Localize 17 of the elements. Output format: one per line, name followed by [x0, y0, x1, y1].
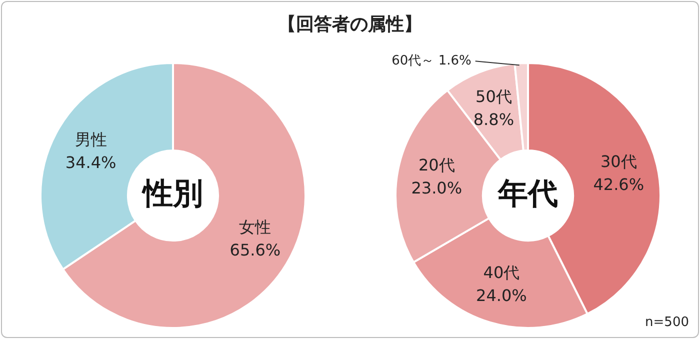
data-label: 23.0%: [411, 178, 462, 198]
slice-label: 60代～ 1.6%: [392, 54, 472, 69]
text: 年代: [497, 176, 558, 212]
data-label: 34.4%: [65, 152, 116, 172]
text: n=500: [645, 314, 689, 330]
data-label: 24.0%: [476, 286, 527, 305]
slice-label: 20代: [418, 156, 455, 175]
data-label: 42.6%: [593, 175, 644, 194]
slice-label: 女性: [239, 218, 272, 236]
data-label: 8.8%: [473, 110, 514, 130]
slice-label: 男性: [74, 130, 107, 149]
data-label: 65.6%: [230, 240, 281, 260]
slice-label: 40代: [483, 262, 520, 282]
text: 性別: [141, 176, 203, 212]
slice-label: 50代: [476, 87, 512, 106]
slice-label: 30代: [600, 152, 637, 172]
text: 【回答者の属性】: [277, 13, 423, 36]
